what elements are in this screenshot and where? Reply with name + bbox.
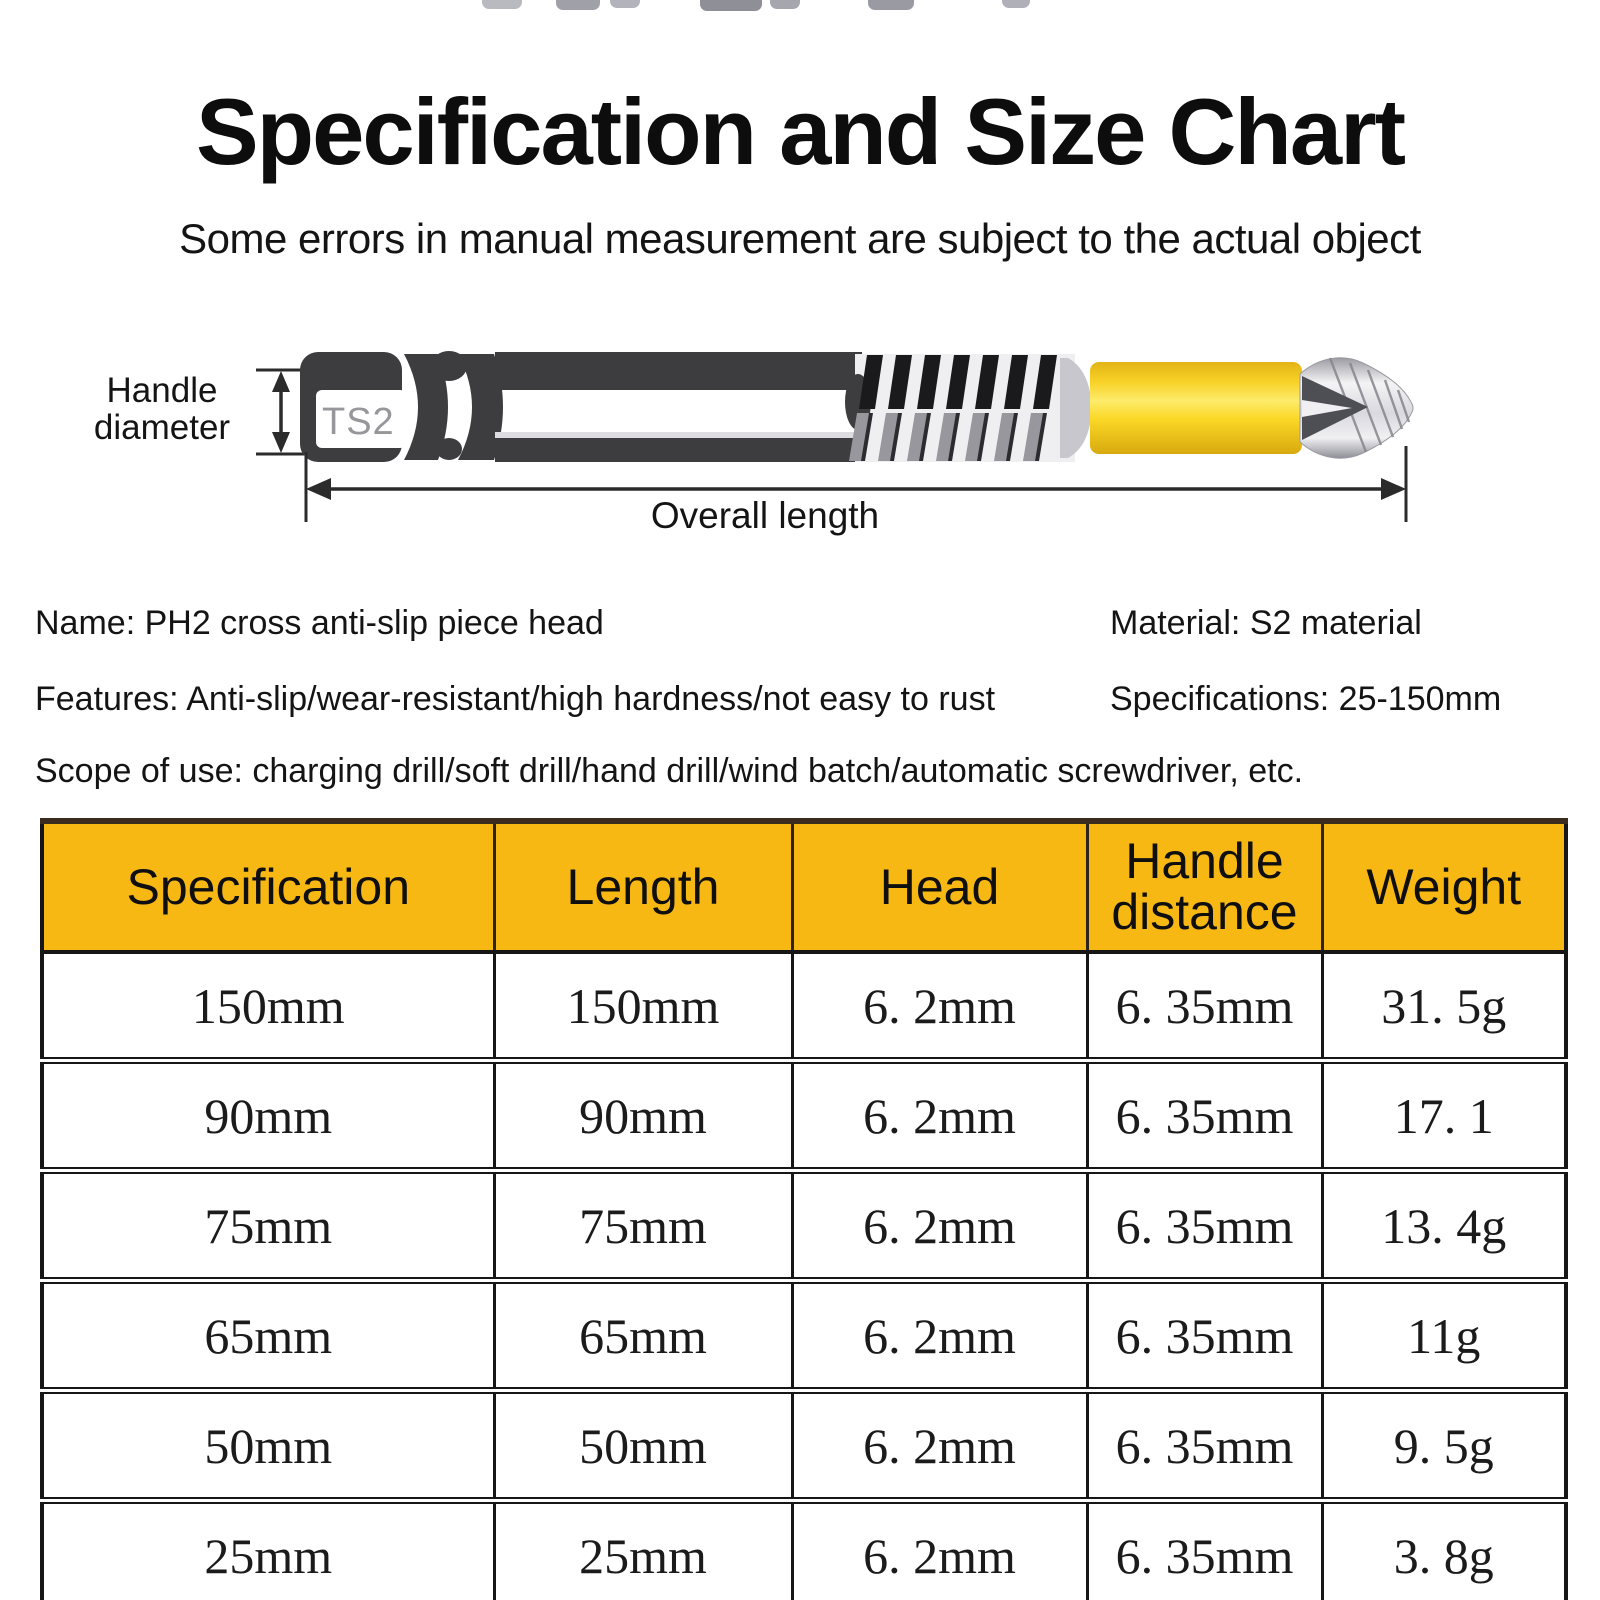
table-row: 90mm 90mm 6. 2mm 6. 35mm 17. 1 — [42, 1057, 1566, 1171]
bit-spiral-section — [845, 354, 1092, 462]
cell: 6. 2mm — [790, 1387, 1087, 1501]
bit-hex-shank: TS2 — [300, 352, 406, 462]
product-features: Features: Anti-slip/wear-resistant/high … — [35, 680, 996, 718]
cell: 6. 35mm — [1085, 1387, 1322, 1501]
text-fragment — [556, 0, 600, 10]
cell: 6. 2mm — [790, 1167, 1087, 1281]
bit-diagram: TS2 — [256, 351, 1414, 522]
text-fragment — [482, 0, 522, 9]
info-line-1: Name: PH2 cross anti-slip piece head Mat… — [35, 604, 1575, 643]
col-header-weight: Weight — [1320, 821, 1566, 954]
product-scope: Scope of use: charging drill/soft drill/… — [35, 752, 1304, 790]
col-header-handle-distance: Handle distance — [1085, 821, 1322, 954]
overall-length-label: Overall length — [650, 495, 880, 536]
product-specifications: Specifications: 25-150mm — [1110, 680, 1502, 718]
cell: 17. 1 — [1320, 1057, 1566, 1171]
cell: 150mm — [191, 977, 345, 1034]
overall-length-arrow — [304, 446, 1408, 522]
product-name: Name: PH2 cross anti-slip piece head — [35, 604, 604, 642]
bit-hex-body — [495, 352, 862, 462]
cell: 11g — [1320, 1277, 1566, 1391]
bit-detent-groove — [404, 351, 503, 460]
col-header-head: Head — [790, 821, 1087, 954]
col-header-specification: Specification — [42, 821, 494, 954]
bit-marking: TS2 — [322, 401, 395, 443]
cell: 6. 35mm — [1085, 1057, 1322, 1171]
cell: 75mm — [42, 1167, 494, 1281]
cell: 6. 35mm — [1085, 1277, 1322, 1391]
spec-table: Specification Length Head Handle distanc… — [40, 818, 1568, 1600]
table-row: 150mm 150mm 6. 2mm 6. 35mm 31. 5g — [42, 952, 1566, 1061]
cell: 6. 35mm — [1085, 952, 1322, 1061]
cell: 9. 5g — [1320, 1387, 1566, 1501]
product-material: Material: S2 material — [1110, 604, 1422, 642]
handle-diameter-arrow — [256, 368, 304, 456]
info-line-3: Scope of use: charging drill/soft drill/… — [35, 752, 1575, 791]
table-row: 75mm 75mm 6. 2mm 6. 35mm 13. 4g — [42, 1167, 1566, 1281]
bit-yellow-band — [1090, 362, 1302, 454]
text-fragment — [770, 0, 800, 9]
col-header-length: Length — [492, 821, 792, 954]
cell: 25mm — [492, 1497, 792, 1600]
cell: 6. 35mm — [1085, 1497, 1322, 1600]
cell: 150mm — [492, 952, 792, 1061]
cell: 65mm — [492, 1277, 792, 1391]
cell: 90mm — [492, 1057, 792, 1171]
cell: 13. 4g — [1320, 1167, 1566, 1281]
info-line-2: Features: Anti-slip/wear-resistant/high … — [35, 680, 1575, 719]
cell: 90mm — [42, 1057, 494, 1171]
text-fragment — [1002, 0, 1030, 8]
text-fragment — [868, 0, 914, 10]
cell: 6. 35mm — [1085, 1167, 1322, 1281]
page-title: Specification and Size Chart — [195, 79, 1406, 184]
cell: 50mm — [492, 1387, 792, 1501]
cell: 6. 2mm — [790, 952, 1087, 1061]
page-subtitle: Some errors in manual measurement are su… — [179, 215, 1421, 262]
table-row: 25mm 25mm 6. 2mm 6. 35mm 3. 8g — [42, 1497, 1566, 1600]
text-fragment — [700, 0, 762, 11]
table-row: 50mm 50mm 6. 2mm 6. 35mm 9. 5g — [42, 1387, 1566, 1501]
table-header-row: Specification Length Head Handle distanc… — [42, 821, 1566, 954]
cell: 3. 8g — [1320, 1497, 1566, 1600]
text-fragment — [610, 0, 640, 8]
cell: 25mm — [42, 1497, 494, 1600]
cell: 50mm — [42, 1387, 494, 1501]
cell: 6. 2mm — [790, 1057, 1087, 1171]
bit-phillips-tip — [1299, 357, 1414, 459]
handle-diameter-label: Handle diameter — [93, 371, 231, 448]
cell: 6. 2mm — [790, 1497, 1087, 1600]
cell: 31. 5g — [1320, 952, 1566, 1061]
table-row: 65mm 65mm 6. 2mm 6. 35mm 11g — [42, 1277, 1566, 1391]
cell: 75mm — [492, 1167, 792, 1281]
cell: 65mm — [42, 1277, 494, 1391]
cell: 6. 2mm — [790, 1277, 1087, 1391]
